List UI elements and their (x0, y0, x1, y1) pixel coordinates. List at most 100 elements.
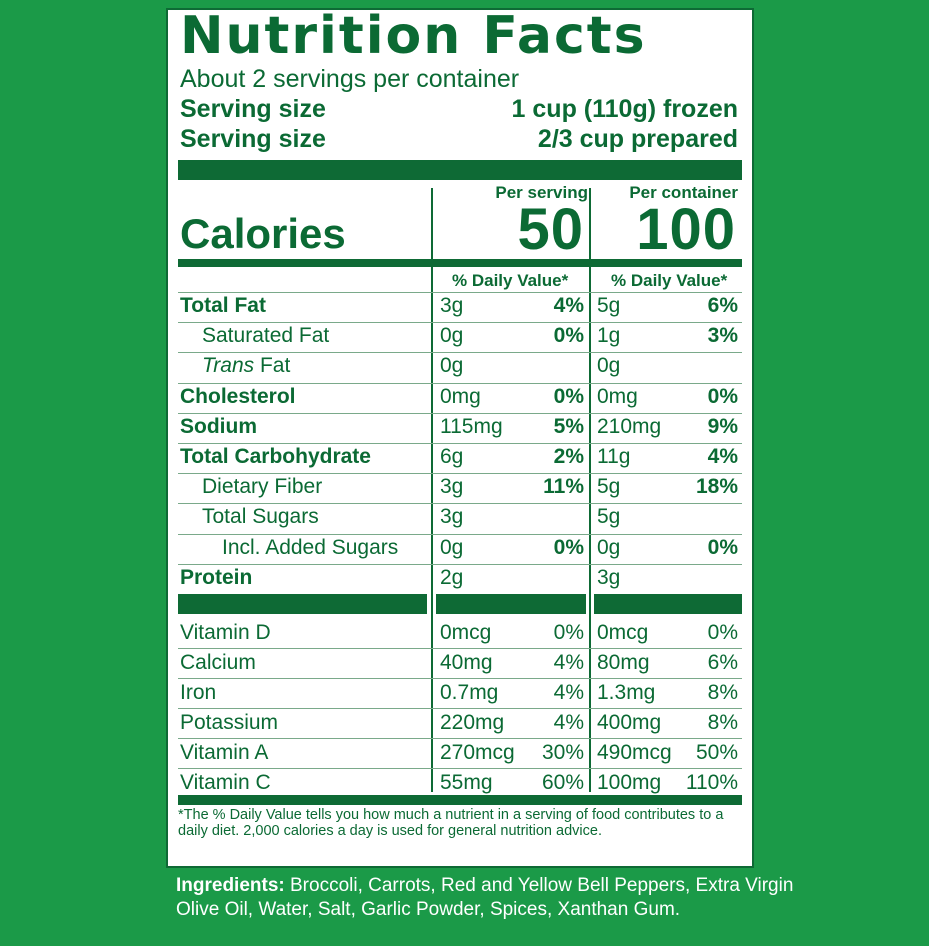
row-divider (178, 563, 742, 565)
nutrient-c-amt: 5g (597, 294, 621, 317)
ingredients-text: Broccoli, Carrots, Red and Yellow Bell P… (176, 875, 794, 920)
nutrient-s-pct: 2% (553, 445, 584, 468)
row-divider (178, 533, 742, 535)
nutrient-label-text: Fat (254, 354, 291, 378)
nutrient-s-pct: 0% (553, 384, 584, 408)
nutrient-c-pct: 4% (707, 445, 738, 468)
calories-per-container: 100 (636, 197, 736, 262)
nutrient-s-amt: 2g (440, 565, 464, 589)
vitamin-s-amt: 0mcg (440, 621, 492, 644)
nutrient-c-pct: 3% (707, 324, 738, 348)
vitamin-label: Potassium (180, 711, 279, 734)
row-divider (178, 443, 742, 444)
nutrient-c-amt: 210mg (597, 414, 662, 438)
nutrient-s-amt: 3g (440, 505, 464, 529)
nutrient-s-amt: 0g (440, 535, 464, 559)
nutrient-c-pct: 0% (707, 384, 738, 408)
nutrient-c-amt: 1g (597, 324, 621, 348)
nutrient-label-italic: Trans (202, 354, 255, 378)
serving-size-value-2: 2/3 cup prepared (537, 125, 738, 153)
thick-divider-top (178, 160, 742, 180)
vitamin-s-amt: 220mg (440, 711, 505, 734)
vitamin-s-amt: 55mg (440, 771, 493, 794)
daily-value-header-container: % Daily Value* (611, 271, 728, 290)
column-divider-left (431, 188, 433, 792)
nutrient-s-pct: 5% (553, 414, 584, 438)
vitamin-c-pct: 0% (707, 621, 738, 644)
nutrient-label: Dietary Fiber (202, 475, 323, 499)
thick-divider-bottom (178, 795, 742, 805)
servings-per-container: About 2 servings per container (180, 65, 520, 93)
vitamin-c-amt: 0mcg (597, 621, 649, 644)
nutrient-c-pct: 0% (707, 535, 738, 559)
nutrient-s-amt: 3g (440, 294, 464, 317)
vitamin-c-pct: 8% (707, 681, 738, 704)
nutrient-s-amt: 0g (440, 324, 464, 348)
vitamin-s-amt: 270mcg (440, 741, 515, 764)
nutrient-c-pct: 9% (707, 414, 738, 438)
row-divider (178, 292, 742, 293)
nutrient-label: Incl. Added Sugars (222, 535, 399, 559)
nutrient-c-amt: 11g (597, 445, 631, 468)
daily-value-header-serving: % Daily Value* (452, 271, 569, 290)
nutrient-s-amt: 0mg (440, 384, 481, 408)
vitamin-c-pct: 50% (695, 741, 738, 764)
vitamin-c-amt: 80mg (597, 651, 650, 674)
vitamin-label: Calcium (180, 651, 256, 674)
row-divider (178, 412, 742, 414)
row-divider (178, 352, 742, 354)
vitamin-c-pct: 110% (685, 771, 738, 794)
nutrient-label: Total Sugars (202, 505, 319, 529)
calories-per-serving: 50 (517, 197, 584, 262)
per-container-header: Per container (629, 183, 738, 202)
vitamin-row-divider (178, 708, 742, 709)
vitamin-label: Vitamin C (180, 771, 271, 794)
nutrient-c-amt: 0g (597, 354, 621, 378)
nutrient-label: Total Carbohydrate (180, 445, 371, 468)
vitamin-label: Vitamin D (180, 621, 271, 644)
row-divider (178, 322, 742, 324)
vitamin-bar-middle (436, 594, 586, 614)
vitamin-s-pct: 0% (553, 621, 584, 644)
vitamin-row-divider (178, 768, 742, 769)
nutrient-s-amt: 3g (440, 475, 464, 499)
row-divider (178, 503, 742, 505)
per-serving-header: Per serving (495, 183, 588, 202)
vitamin-c-pct: 8% (707, 711, 738, 734)
serving-size-label-1: Serving size (180, 95, 326, 123)
nutrient-label: Saturated Fat (202, 324, 330, 348)
nutrient-c-pct: 6% (707, 294, 738, 317)
nutrient-s-pct: 0% (553, 324, 584, 348)
nutrient-s-amt: 0g (440, 354, 464, 378)
vitamin-c-amt: 100mg (597, 771, 662, 794)
row-divider (178, 473, 742, 475)
nutrient-c-amt: 3g (597, 565, 621, 589)
nutrient-c-amt: 0g (597, 535, 621, 559)
ingredients-statement: Ingredients: Broccoli, Carrots, Red and … (176, 874, 796, 922)
column-divider-right (589, 188, 591, 792)
ingredients-heading: Ingredients: (176, 875, 285, 896)
nutrient-c-amt: 0mg (597, 384, 638, 408)
footnote: *The % Daily Value tells you how much a … (178, 807, 724, 839)
vitamin-c-pct: 6% (707, 651, 738, 674)
vitamin-row-divider (178, 678, 742, 679)
vitamin-label: Iron (180, 681, 217, 704)
vitamin-s-pct: 4% (553, 711, 584, 734)
vitamin-row-divider (178, 738, 742, 739)
calories-divider (178, 259, 742, 267)
nutrient-c-amt: 5g (597, 505, 621, 529)
label-title: Nutrition Facts (180, 6, 647, 66)
vitamin-s-amt: 40mg (440, 651, 493, 674)
serving-size-label-2: Serving size (180, 125, 326, 153)
nutrient-s-amt: 115mg (440, 414, 503, 438)
vitamin-bar-left (178, 594, 427, 614)
nutrient-c-pct: 18% (695, 475, 738, 499)
vitamin-c-amt: 1.3mg (597, 681, 656, 704)
nutrient-c-amt: 5g (597, 475, 621, 499)
calories-label: Calories (180, 210, 346, 257)
row-divider (178, 382, 742, 384)
vitamin-s-pct: 4% (553, 681, 584, 704)
nutrition-facts-panel: Nutrition Facts About 2 servings per con… (166, 6, 754, 868)
nutrient-label: Sodium (180, 414, 257, 438)
vitamin-label: Vitamin A (180, 741, 269, 764)
